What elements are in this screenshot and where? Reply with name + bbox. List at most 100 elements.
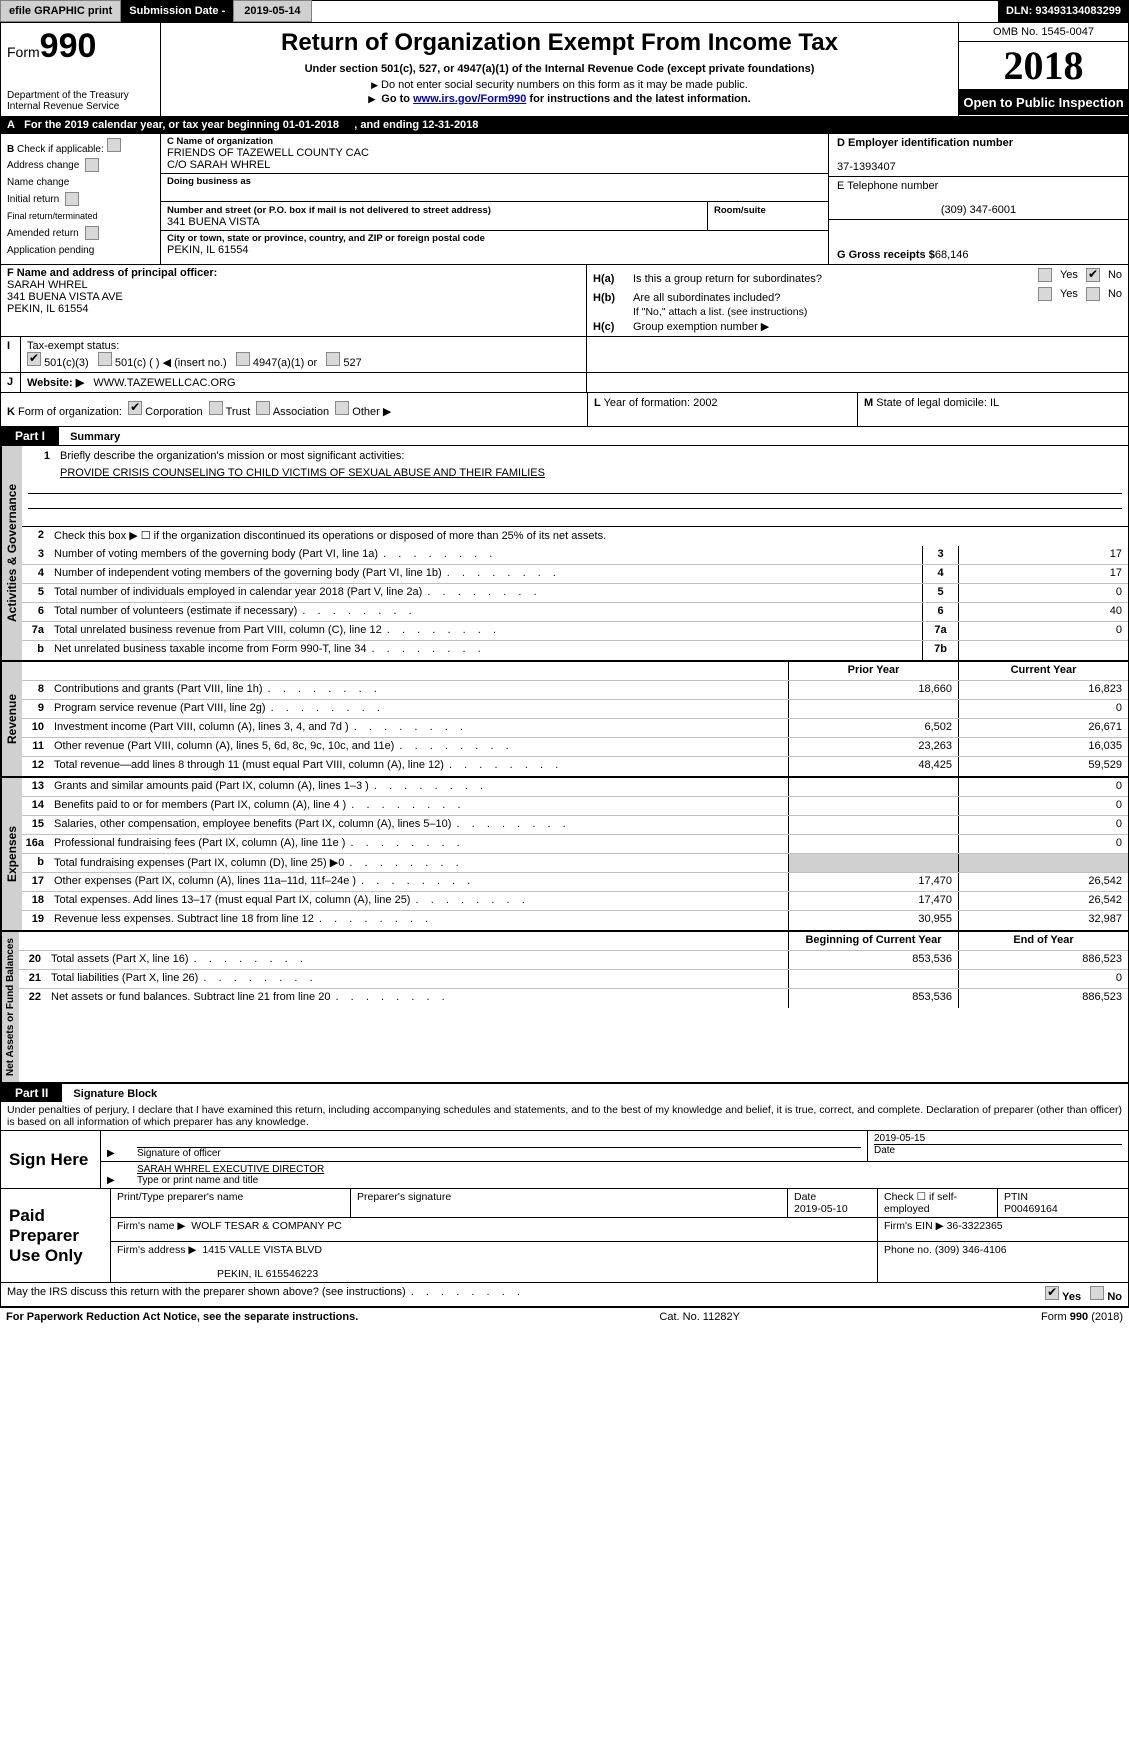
check-501c[interactable] [98, 352, 112, 366]
row-j-website: J Website: ▶ WWW.TAZEWELLCAC.ORG [1, 373, 1128, 393]
table-row: 10 Investment income (Part VIII, column … [22, 719, 1128, 738]
opt-application-pending: Application pending [7, 245, 94, 256]
ha-yes-check[interactable] [1038, 268, 1052, 282]
opt-initial-return: Initial return [7, 194, 59, 205]
top-spacer [312, 0, 998, 22]
part-ii-header: Part II Signature Block [1, 1084, 1128, 1102]
omb-number: OMB No. 1545-0047 [959, 23, 1128, 42]
check-address-change[interactable] [85, 158, 99, 172]
header-left: Form990 Department of the Treasury Inter… [1, 23, 161, 116]
ha-no-check[interactable] [1086, 268, 1100, 282]
perjury-statement: Under penalties of perjury, I declare th… [1, 1102, 1128, 1131]
table-row: 14 Benefits paid to or for members (Part… [22, 797, 1128, 816]
table-row: 21 Total liabilities (Part X, line 26) 0 [19, 970, 1128, 989]
table-row: 16a Professional fundraising fees (Part … [22, 835, 1128, 854]
check-501c3[interactable] [27, 352, 41, 366]
irs-link[interactable]: www.irs.gov/Form990 [413, 93, 526, 105]
table-row: 20 Total assets (Part X, line 16) 853,53… [19, 951, 1128, 970]
check-amended-return[interactable] [85, 226, 99, 240]
check-527[interactable] [326, 352, 340, 366]
check-other-org[interactable] [335, 401, 349, 415]
opt-amended-return: Amended return [7, 228, 79, 239]
part-i-header: Part I Summary [1, 427, 1128, 446]
open-to-public-badge: Open to Public Inspection [959, 90, 1128, 115]
paid-preparer-label: Paid Preparer Use Only [1, 1189, 111, 1282]
mission-box: 1 Briefly describe the organization's mi… [22, 446, 1128, 527]
hb-yes-check[interactable] [1038, 287, 1052, 301]
submission-date-value: 2019-05-14 [233, 0, 311, 22]
revenue-header-row: Prior Year Current Year [22, 662, 1128, 681]
table-row: 9 Program service revenue (Part VIII, li… [22, 700, 1128, 719]
check-trust[interactable] [209, 401, 223, 415]
opt-name-change: Name change [7, 177, 69, 188]
table-row: 5 Total number of individuals employed i… [22, 584, 1128, 603]
street-cell: Number and street (or P.O. box if mail i… [161, 202, 708, 230]
table-row: 6 Total number of volunteers (estimate i… [22, 603, 1128, 622]
section-expenses: Expenses 13 Grants and similar amounts p… [1, 778, 1128, 932]
check-corporation[interactable] [128, 401, 142, 415]
tab-governance: Activities & Governance [1, 446, 22, 660]
table-row: b Net unrelated business taxable income … [22, 641, 1128, 660]
paid-preparer-block: Paid Preparer Use Only Print/Type prepar… [1, 1189, 1128, 1283]
telephone-cell: E Telephone number (309) 347-6001 [829, 176, 1128, 220]
check-initial-return[interactable] [65, 192, 79, 206]
table-row: 7a Total unrelated business revenue from… [22, 622, 1128, 641]
table-row: 19 Revenue less expenses. Subtract line … [22, 911, 1128, 930]
line-a-calendar-year: A For the 2019 calendar year, or tax yea… [1, 117, 1128, 134]
efile-print-button[interactable]: efile GRAPHIC print [0, 0, 121, 22]
section-revenue: Revenue Prior Year Current Year 8 Contri… [1, 662, 1128, 778]
state-domicile: M State of legal domicile: IL [858, 393, 1128, 426]
header-right: OMB No. 1545-0047 2018 Open to Public In… [958, 23, 1128, 116]
department-label: Department of the Treasury Internal Reve… [7, 90, 154, 112]
sign-here-label: Sign Here [1, 1131, 101, 1188]
form-subtitle: Under section 501(c), 527, or 4947(a)(1)… [167, 63, 952, 75]
principal-officer-cell: F Name and address of principal officer:… [1, 265, 587, 336]
discuss-no-check[interactable] [1090, 1286, 1104, 1300]
opt-final-return: Final return/terminated [7, 211, 98, 221]
form-number: Form990 [7, 27, 154, 66]
form-title: Return of Organization Exempt From Incom… [167, 29, 952, 57]
column-d-ein: D Employer identification number 37-1393… [828, 134, 1128, 264]
note-goto: Go to www.irs.gov/Form990 for instructio… [167, 93, 952, 105]
table-row: 12 Total revenue—add lines 8 through 11 … [22, 757, 1128, 776]
discuss-yes-check[interactable] [1045, 1286, 1059, 1300]
gross-receipts-cell: G Gross receipts $68,146 [829, 246, 1128, 264]
table-row: 13 Grants and similar amounts paid (Part… [22, 778, 1128, 797]
table-row: 11 Other revenue (Part VIII, column (A),… [22, 738, 1128, 757]
net-assets-header-row: Beginning of Current Year End of Year [19, 932, 1128, 951]
section-governance: Activities & Governance 1 Briefly descri… [1, 446, 1128, 662]
org-name-cell: C Name of organization FRIENDS OF TAZEWE… [161, 134, 828, 174]
form-of-org: K Form of organization: Corporation Trus… [1, 393, 588, 426]
header-middle: Return of Organization Exempt From Incom… [161, 23, 958, 116]
tab-revenue: Revenue [1, 662, 22, 776]
h-block: H(a) Is this a group return for subordin… [587, 265, 1128, 336]
table-row: 22 Net assets or fund balances. Subtract… [19, 989, 1128, 1008]
row-f-officer: F Name and address of principal officer:… [1, 265, 1128, 337]
hb-no-check[interactable] [1086, 287, 1100, 301]
city-cell: City or town, state or province, country… [161, 231, 828, 259]
tax-year: 2018 [959, 42, 1128, 90]
check-applicable-box[interactable] [107, 138, 121, 152]
table-row: 3 Number of voting members of the govern… [22, 546, 1128, 565]
check-4947[interactable] [236, 352, 250, 366]
row-klm: K Form of organization: Corporation Trus… [1, 393, 1128, 427]
form-header: Form990 Department of the Treasury Inter… [1, 23, 1128, 117]
dba-cell: Doing business as [161, 174, 828, 202]
year-formation: L Year of formation: 2002 [588, 393, 858, 426]
ein-cell: D Employer identification number 37-1393… [829, 134, 1128, 176]
note-ssn: Do not enter social security numbers on … [167, 79, 952, 91]
form-container: Form990 Department of the Treasury Inter… [0, 22, 1129, 1308]
tab-net-assets: Net Assets or Fund Balances [1, 932, 19, 1082]
tab-expenses: Expenses [1, 778, 22, 930]
table-row: 8 Contributions and grants (Part VIII, l… [22, 681, 1128, 700]
table-row: b Total fundraising expenses (Part IX, c… [22, 854, 1128, 873]
check-association[interactable] [256, 401, 270, 415]
irs-discuss-row: May the IRS discuss this return with the… [1, 1283, 1128, 1307]
column-c-org-info: C Name of organization FRIENDS OF TAZEWE… [161, 134, 828, 264]
room-cell: Room/suite [708, 202, 828, 230]
section-net-assets: Net Assets or Fund Balances Beginning of… [1, 932, 1128, 1084]
table-row: 18 Total expenses. Add lines 13–17 (must… [22, 892, 1128, 911]
dln-box: DLN: 93493134083299 [998, 0, 1129, 22]
sign-here-block: Sign Here ▶ Signature of officer 2019-05… [1, 1131, 1128, 1189]
row-i-tax-status: I Tax-exempt status: 501(c)(3) 501(c) ( … [1, 337, 1128, 373]
